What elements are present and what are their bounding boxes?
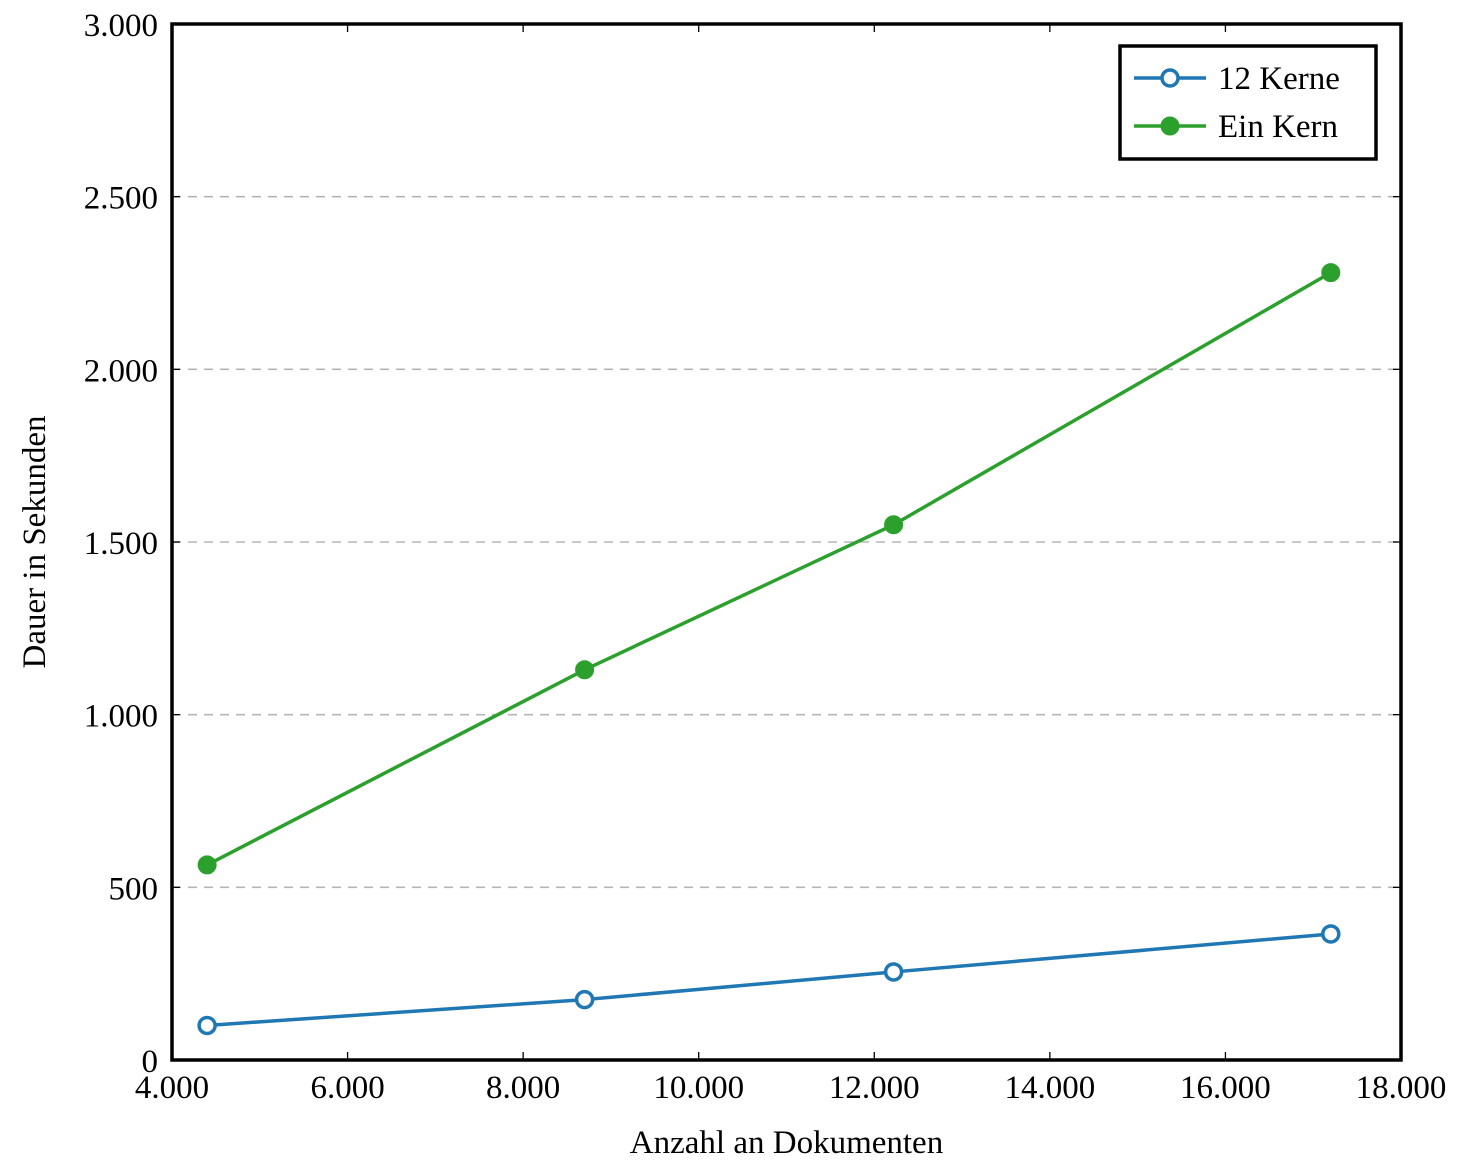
y-axis-label: Dauer in Sekunden	[17, 416, 53, 669]
series-line	[206, 271, 1332, 867]
x-tick-label: 6.000	[310, 1070, 384, 1106]
legend-item: 12 Kerne	[1134, 61, 1340, 97]
y-tick-label: 1.000	[84, 699, 158, 735]
y-tick-label: 3.000	[84, 8, 158, 44]
x-tick-label: 10.000	[653, 1070, 744, 1106]
x-tick-label: 4.000	[135, 1070, 209, 1106]
y-tick-labels: 0 500 1.000 1.500 2.000 2.500 3.000	[84, 8, 158, 1080]
y-tick-label: 0	[142, 1044, 159, 1080]
legend-box	[1118, 44, 1378, 161]
legend-marker	[1160, 68, 1180, 88]
legend-label: Ein Kern	[1218, 109, 1338, 145]
y-tick-label: 2.000	[84, 353, 158, 389]
y-tick-label: 500	[109, 871, 159, 907]
data-point	[1321, 263, 1341, 283]
data-point	[574, 989, 595, 1010]
data-point	[197, 1015, 217, 1036]
grid-lines	[172, 195, 1401, 889]
legend-marker	[1160, 116, 1180, 136]
y-tick-label: 1.500	[84, 526, 158, 562]
data-series	[197, 263, 1341, 1036]
data-point	[883, 962, 904, 982]
x-tick-label: 18.000	[1356, 1070, 1447, 1106]
plot-frame	[170, 22, 1403, 1062]
series-line	[206, 932, 1331, 1028]
legend: 12 Kerne Ein Kern	[1118, 44, 1378, 161]
data-point	[197, 855, 217, 875]
x-axis-label: Anzahl an Dokumenten	[630, 1125, 943, 1161]
data-point	[1321, 924, 1341, 944]
x-tick-labels: 4.000 6.000 8.000 10.000 12.000 14.000 16.000 1…	[135, 1070, 1447, 1106]
series-1	[197, 924, 1341, 1036]
x-tick-label: 14.000	[1004, 1070, 1095, 1106]
x-tick-label: 16.000	[1180, 1070, 1271, 1106]
legend-item: Ein Kern	[1134, 109, 1338, 145]
y-tick-label: 2.500	[84, 181, 158, 217]
data-point	[884, 515, 904, 535]
x-tick-label: 12.000	[829, 1070, 920, 1106]
series-2	[197, 263, 1341, 875]
data-point	[575, 660, 595, 680]
x-tick-label: 8.000	[486, 1070, 560, 1106]
legend-label: 12 Kerne	[1218, 61, 1340, 97]
